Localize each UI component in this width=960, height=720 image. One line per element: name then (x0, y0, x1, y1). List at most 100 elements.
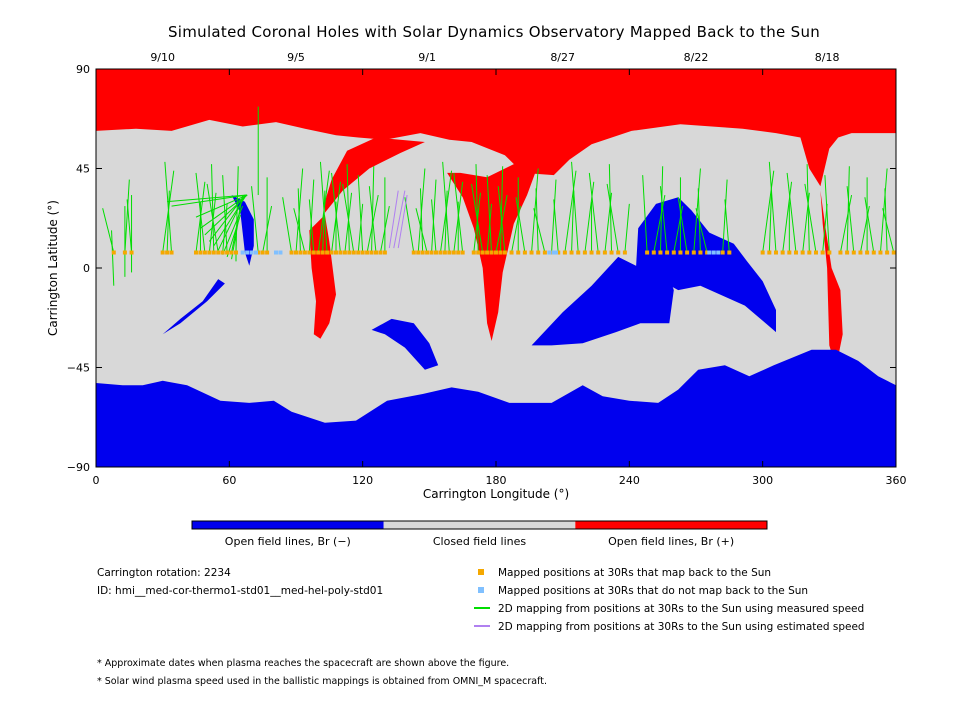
mapped-position-marker (311, 250, 316, 255)
colorbar-label: Open field lines, Br (+) (608, 535, 734, 548)
mapped-position-marker (556, 250, 561, 255)
mapped-position-marker (562, 250, 567, 255)
y-tick-label: −45 (67, 362, 90, 375)
legend: Mapped positions at 30Rs that map back t… (474, 567, 865, 633)
footnote-speed: * Solar wind plasma speed used in the ba… (97, 676, 547, 687)
mapping-line (251, 186, 259, 253)
mapped-position-marker (476, 250, 481, 255)
mapped-position-marker (485, 250, 490, 255)
mapped-position-marker (434, 250, 438, 255)
mapped-position-marker (645, 250, 650, 255)
negative-polarity-extension-3 (531, 256, 674, 346)
mapping-line (308, 179, 315, 253)
mapping-line (453, 172, 464, 253)
mapped-position-marker (302, 250, 307, 255)
unmapped-position-marker (274, 250, 278, 255)
mapping-line (762, 170, 775, 253)
mapped-position-marker (234, 250, 238, 255)
legend-label: 2D mapping from positions at 30Rs to the… (498, 603, 864, 615)
mapping-line (499, 166, 504, 253)
x-tick-label: 300 (752, 474, 773, 487)
mapping-line (864, 197, 875, 253)
measured-speed-mapping-lines (102, 106, 895, 286)
mapped-position-marker (165, 250, 170, 255)
mapping-line (588, 172, 599, 253)
mapped-position-marker (691, 250, 696, 255)
mapping-line (124, 179, 130, 253)
footnote-dates: * Approximate dates when plasma reaches … (97, 658, 509, 669)
legend-label: Mapped positions at 30Rs that map back t… (498, 567, 771, 579)
mapped-position-marker (602, 250, 607, 255)
mapping-line (571, 161, 579, 253)
mapped-position-marker (891, 250, 896, 255)
mapped-position-marker (347, 250, 352, 255)
negative-polarity-polar-region (96, 349, 896, 467)
mapped-position-marker (416, 250, 421, 255)
unmapped-position-marker (240, 250, 245, 255)
mapped-position-marker (827, 250, 832, 255)
mapping-line (222, 175, 228, 253)
mapping-line (111, 230, 115, 286)
mapped-position-marker (727, 250, 732, 255)
y-tick-label: 0 (83, 262, 90, 275)
mapping-line (293, 208, 306, 253)
mapping-line (217, 199, 244, 251)
synoptic-map (96, 69, 896, 467)
mapped-position-marker (225, 250, 230, 255)
mapped-position-marker (294, 250, 298, 255)
y-tick-label: 45 (76, 163, 90, 176)
mapped-position-marker (194, 250, 198, 255)
mapped-position-marker (671, 250, 676, 255)
mapping-line (102, 208, 115, 253)
mapping-line (431, 199, 437, 253)
estimated-mapping-line (393, 190, 406, 249)
mapped-position-marker (865, 250, 870, 255)
mapping-line (677, 197, 688, 253)
mapped-position-marker (122, 250, 127, 255)
mapping-line (206, 183, 219, 253)
mapped-positions (111, 250, 896, 255)
mapped-position-marker (320, 250, 325, 255)
mapped-position-marker (845, 250, 850, 255)
mapping-line (331, 172, 341, 253)
mapping-line (882, 208, 895, 253)
mapped-position-marker (442, 250, 447, 255)
x-tick-label: 360 (886, 474, 907, 487)
mapped-position-marker (885, 250, 890, 255)
x-tick-label: 60 (222, 474, 236, 487)
date-label: 8/27 (550, 51, 575, 64)
date-label: 9/10 (150, 51, 175, 64)
mapped-position-marker (202, 250, 207, 255)
mapped-position-marker (698, 250, 703, 255)
unmapped-position-marker (547, 250, 552, 255)
mapped-position-marker (794, 250, 798, 255)
mapped-position-marker (800, 250, 805, 255)
y-ticks: 90 45 0 −45 −90 (67, 63, 896, 474)
unmapped-position-marker (249, 250, 254, 255)
date-label: 9/1 (418, 51, 436, 64)
legend-label: 2D mapping from positions at 30Rs to the… (498, 621, 865, 633)
mapped-position-marker (814, 250, 818, 255)
mapped-position-marker (787, 250, 792, 255)
note-model-id: ID: hmi__med-cor-thermo1-std01__med-hel-… (97, 585, 383, 597)
mapped-position-marker (256, 250, 261, 255)
mapped-position-marker (529, 250, 534, 255)
mapping-line (846, 186, 855, 253)
estimated-mapping-line (388, 190, 399, 249)
colorbar-frame (191, 520, 768, 530)
mapping-line (357, 203, 364, 253)
colorbar: Open field lines, Br (−) Closed field lin… (191, 520, 768, 548)
mapped-position-marker (622, 250, 627, 255)
estimated-speed-mapping-lines (388, 190, 408, 249)
mapping-line (195, 172, 206, 253)
colorbar-segment-1 (192, 521, 384, 529)
mapped-position-marker (760, 250, 765, 255)
mapping-line (442, 161, 450, 253)
y-tick-label: 90 (76, 63, 90, 76)
mapped-position-marker (298, 250, 303, 255)
mapped-position-marker (456, 250, 461, 255)
mapping-line (786, 172, 797, 253)
mapped-position-marker (429, 250, 434, 255)
mapped-position-marker (480, 250, 485, 255)
date-label: 8/22 (684, 51, 709, 64)
